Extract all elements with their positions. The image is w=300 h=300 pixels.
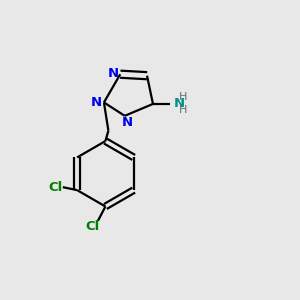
Text: N: N — [122, 116, 133, 129]
Text: Cl: Cl — [48, 181, 62, 194]
Text: N: N — [108, 67, 119, 80]
Text: N: N — [173, 97, 184, 110]
Text: H: H — [179, 92, 188, 102]
Text: Cl: Cl — [85, 220, 99, 233]
Text: N: N — [91, 96, 102, 109]
Text: H: H — [179, 105, 188, 115]
